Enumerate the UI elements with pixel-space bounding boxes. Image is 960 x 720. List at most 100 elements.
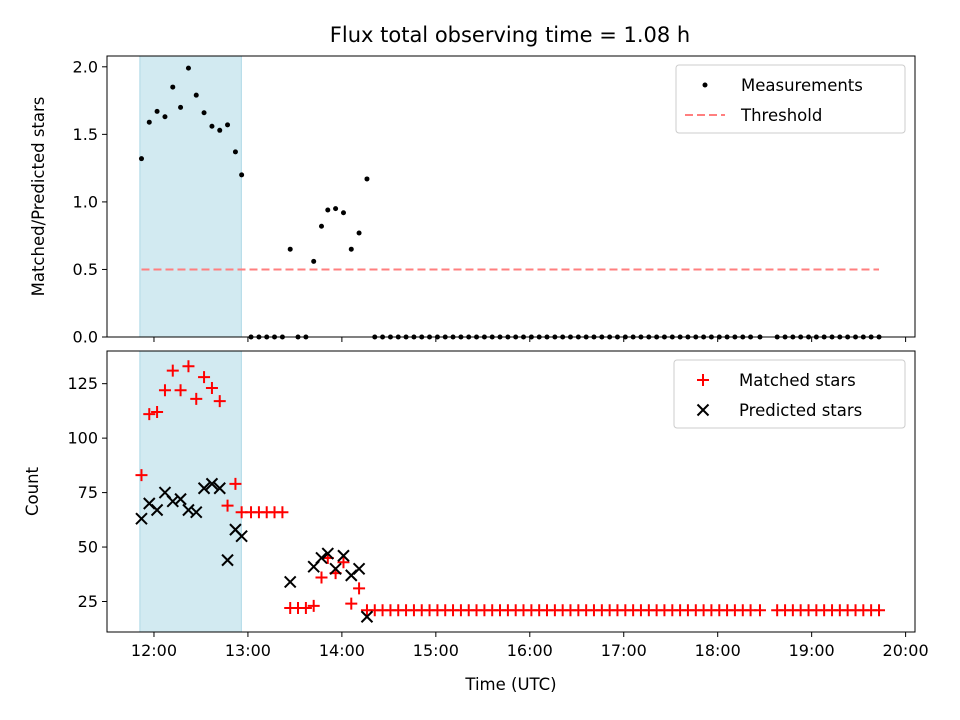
data-point — [143, 408, 156, 421]
y-axis-label: Count — [23, 466, 42, 516]
y-tick-label: 1.0 — [73, 192, 98, 211]
legend-box — [673, 359, 906, 429]
x-tick-label: 13:00 — [225, 641, 271, 660]
data-point — [135, 469, 148, 482]
axes-2: 12:00 13:00 14:00 15:00 16:00 17:00 18:00 19:00… — [23, 350, 929, 694]
legend-label: Matched stars — [739, 371, 856, 390]
y-tick-label: 100 — [67, 429, 98, 448]
data-point — [315, 551, 328, 565]
x-tick-label: 15:00 — [413, 641, 459, 660]
y-axis-label: Matched/Predicted stars — [29, 97, 48, 297]
axes-1: 0.0 0.5 1.0 1.5 2.0 Matched/Predicted stars Me… — [29, 55, 916, 347]
data-point — [178, 104, 184, 110]
data-point — [229, 477, 242, 490]
data-point — [299, 602, 312, 615]
data-point — [315, 571, 328, 584]
y-tick-label: 0.5 — [73, 260, 98, 279]
data-point — [209, 123, 215, 129]
data-point — [337, 549, 350, 562]
data-point — [198, 371, 211, 384]
data-point — [135, 512, 148, 525]
data-point — [753, 604, 766, 617]
data-point — [182, 503, 195, 517]
data-point — [166, 364, 179, 377]
data-point — [193, 92, 199, 98]
data-point — [213, 395, 226, 408]
data-point — [364, 176, 370, 182]
legend: Matched stars Predicted stars — [673, 359, 906, 429]
shaded-interval — [139, 350, 242, 633]
x-tick-label: 19:00 — [789, 641, 835, 660]
data-point — [185, 65, 191, 71]
legend-marker — [696, 403, 710, 417]
legend-marker — [702, 82, 708, 88]
data-point — [150, 503, 164, 517]
data-point — [333, 206, 339, 212]
chart-title: Flux total observing time = 1.08 h — [330, 23, 690, 47]
x-tick-label: 20:00 — [883, 641, 929, 660]
y-tick-label: 1.5 — [73, 125, 98, 144]
axes-frame — [106, 350, 916, 633]
data-point — [221, 553, 234, 567]
x-tick-label: 17:00 — [601, 641, 647, 660]
data-point — [318, 223, 324, 229]
y-tick-label: 75 — [78, 483, 98, 502]
legend-label: Threshold — [740, 106, 822, 125]
legend: Measurements Threshold — [675, 64, 906, 134]
data-point — [352, 562, 366, 576]
data-point — [307, 599, 320, 612]
data-point — [329, 562, 342, 576]
data-point — [356, 230, 362, 236]
legend-box — [675, 64, 906, 134]
data-point — [190, 505, 203, 519]
data-point — [325, 207, 331, 213]
data-point — [197, 482, 211, 495]
data-point — [276, 506, 289, 519]
data-point — [287, 246, 293, 252]
data-point — [151, 405, 164, 418]
data-point — [138, 156, 144, 162]
data-point — [337, 556, 350, 569]
data-point — [158, 384, 171, 397]
legend-label: Measurements — [741, 76, 863, 95]
data-point — [321, 547, 334, 560]
x-axis-label: Time (UTC) — [464, 675, 556, 694]
legend-marker — [697, 374, 709, 386]
data-point — [235, 529, 248, 543]
shaded-interval — [139, 55, 242, 338]
y-tick-label: 125 — [67, 374, 98, 393]
y-tick-label: 25 — [78, 592, 98, 611]
data-point — [873, 604, 886, 617]
data-point — [348, 246, 354, 252]
data-point — [284, 575, 297, 589]
data-point — [174, 384, 187, 397]
data-point — [232, 149, 238, 155]
data-point — [221, 499, 234, 512]
x-tick-label: 14:00 — [319, 641, 365, 660]
data-point — [162, 114, 168, 120]
x-tick-label: 16:00 — [507, 641, 553, 660]
data-point — [190, 392, 203, 405]
data-point — [217, 127, 223, 133]
data-point — [170, 84, 176, 90]
data-point — [345, 597, 358, 610]
data-point — [213, 482, 226, 495]
x-tick-label: 18:00 — [695, 641, 741, 660]
data-point — [340, 210, 346, 216]
data-point — [360, 610, 374, 623]
data-point — [182, 360, 195, 373]
data-point — [225, 122, 231, 128]
data-point — [205, 477, 219, 491]
legend-label: Predicted stars — [739, 401, 862, 420]
data-point — [353, 582, 366, 595]
y-tick-label: 2.0 — [73, 57, 98, 76]
axes-frame — [106, 55, 916, 338]
data-point — [166, 495, 179, 508]
data-point — [205, 382, 218, 395]
data-point — [239, 172, 245, 178]
data-point — [146, 119, 152, 125]
data-point — [174, 492, 187, 506]
series-predicted-stars — [135, 477, 374, 623]
data-point — [311, 258, 317, 264]
